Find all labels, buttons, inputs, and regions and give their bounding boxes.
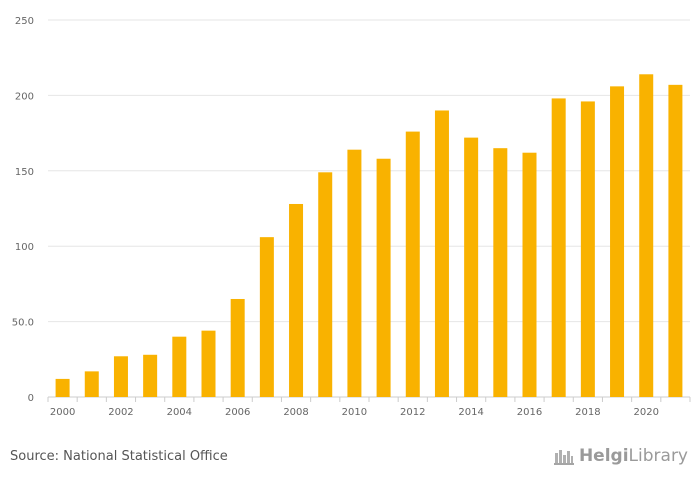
x-tick-label: 2004: [167, 407, 192, 418]
bar-2001[interactable]: [84, 371, 99, 397]
source-note: Source: National Statistical Office: [10, 449, 228, 464]
x-tick-label: 2014: [458, 407, 483, 418]
bar-2006[interactable]: [230, 298, 245, 397]
x-tick-label: 2000: [50, 407, 75, 418]
x-tick-label: 2020: [634, 407, 659, 418]
x-tick-label: 2018: [575, 407, 600, 418]
bar-2015[interactable]: [493, 148, 508, 397]
y-tick-label: 100: [15, 242, 34, 253]
y-tick-label: 50.0: [12, 318, 34, 329]
bar-2005[interactable]: [201, 330, 216, 397]
x-axis-ticks: 2000 2002 2004 2006 2008 2010 2012 2014 2016 2018…: [47, 397, 691, 418]
bars: [55, 74, 683, 398]
x-tick-label: 2006: [225, 407, 250, 418]
x-tick-label: 2012: [400, 407, 425, 418]
bar-2020[interactable]: [639, 74, 654, 398]
bar-2007[interactable]: [259, 237, 274, 397]
bar-2009[interactable]: [318, 172, 333, 397]
bar-2003[interactable]: [143, 354, 158, 397]
library-icon: [553, 450, 574, 465]
bar-2008[interactable]: [289, 203, 304, 397]
x-tick-label: 2016: [517, 407, 542, 418]
bar-2016[interactable]: [522, 152, 537, 397]
bar-2011[interactable]: [376, 158, 391, 397]
y-tick-label: 150: [15, 167, 34, 178]
bar-2002[interactable]: [113, 356, 128, 397]
bar-2010[interactable]: [347, 149, 362, 397]
bar-2021[interactable]: [668, 84, 683, 398]
bar-2013[interactable]: [434, 110, 449, 397]
bar-2017[interactable]: [551, 98, 566, 397]
y-tick-label: 250: [15, 16, 34, 27]
bar-2014[interactable]: [464, 137, 479, 397]
logo-wordmark: HelgiLibrary: [578, 446, 688, 466]
x-tick-label: 2008: [283, 407, 308, 418]
y-tick-label: 0: [28, 393, 34, 404]
bar-2019[interactable]: [610, 86, 625, 398]
bar-2004[interactable]: [172, 336, 187, 397]
y-axis-ticks: 0 50.0 100 150 200 250: [12, 16, 34, 404]
bar-2012[interactable]: [405, 131, 420, 398]
y-tick-label: 200: [15, 91, 34, 102]
x-tick-label: 2002: [108, 407, 133, 418]
x-tick-label: 2010: [342, 407, 367, 418]
helgi-library-logo[interactable]: HelgiLibrary: [553, 446, 688, 466]
bar-2018[interactable]: [580, 101, 595, 397]
bar-2000[interactable]: [55, 378, 70, 397]
